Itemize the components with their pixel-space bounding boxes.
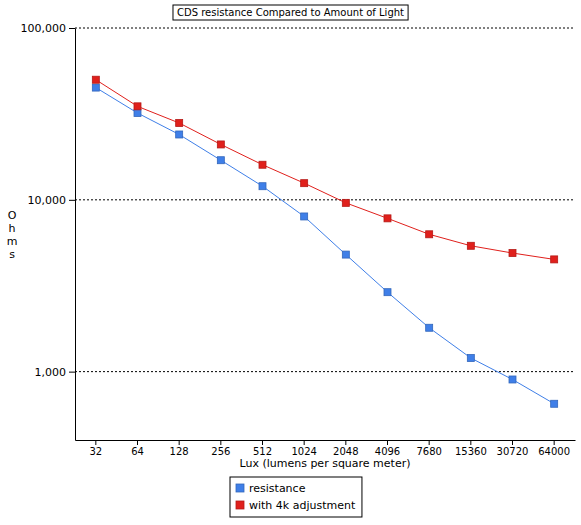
series-marker: [176, 131, 183, 138]
series-marker: [134, 103, 141, 110]
grid-line: [75, 28, 575, 29]
legend-label: with 4k adjustment: [249, 499, 356, 512]
x-tick-mark: [345, 440, 346, 445]
y-tick-mark: [69, 200, 75, 201]
legend-item: with 4k adjustment: [236, 499, 356, 512]
x-tick-mark: [304, 440, 305, 445]
x-tick: 64: [131, 440, 144, 457]
series-marker: [467, 242, 474, 249]
x-tick: 32: [89, 440, 102, 457]
y-tick: 10,000: [28, 194, 76, 207]
y-tick-label: 1,000: [35, 366, 67, 379]
y-tick: 100,000: [21, 22, 76, 35]
x-tick-mark: [554, 440, 555, 445]
x-tick-label: 15360: [455, 446, 487, 457]
x-tick-label: 64: [131, 446, 144, 457]
x-tick: 4096: [375, 440, 400, 457]
series-marker: [551, 400, 558, 407]
x-tick: 2048: [333, 440, 358, 457]
chart: CDS resistance Compared to Amount of Lig…: [0, 0, 581, 525]
grid-line: [75, 199, 575, 200]
series-marker: [301, 180, 308, 187]
title-frame: [173, 5, 408, 20]
x-tick: 64000: [538, 440, 570, 457]
x-axis: 32 64 128 256 512 1024 2048 4096 7680 15360 30720 6…: [76, 440, 576, 457]
y-axis-title: Ohms: [7, 209, 18, 261]
legend-swatch: [236, 484, 244, 492]
y-axis-title-letter: m: [7, 235, 18, 248]
x-tick: 1024: [291, 440, 316, 457]
legend-swatch: [236, 501, 244, 509]
series-marker: [509, 376, 516, 383]
x-tick-mark: [470, 440, 471, 445]
x-tick-mark: [512, 440, 513, 445]
x-axis-line: [76, 440, 576, 441]
x-tick-label: 1024: [291, 446, 316, 457]
x-tick-label: 64000: [538, 446, 570, 457]
y-tick: 1,000: [35, 366, 76, 379]
series-marker: [217, 157, 224, 164]
x-tick-mark: [95, 440, 96, 445]
series-marker: [176, 119, 183, 126]
legend: resistance with 4k adjustment: [230, 477, 362, 517]
series-marker: [92, 84, 99, 91]
series-marker: [509, 250, 516, 257]
title: CDS resistance Compared to Amount of Lig…: [177, 7, 404, 18]
series-marker: [426, 231, 433, 238]
x-tick-mark: [262, 440, 263, 445]
x-tick-label: 4096: [375, 446, 400, 457]
x-tick: 7680: [416, 440, 441, 457]
legend-item: resistance: [236, 482, 306, 495]
y-tick-mark: [69, 372, 75, 373]
x-tick-mark: [179, 440, 180, 445]
x-tick: 512: [253, 440, 272, 457]
series-marker: [467, 355, 474, 362]
series-marker: [384, 289, 391, 296]
x-tick-mark: [429, 440, 430, 445]
y-axis-title-letter: O: [8, 209, 17, 222]
x-tick-label: 32: [89, 446, 102, 457]
series-marker: [259, 183, 266, 190]
series-marker: [342, 251, 349, 258]
x-tick-mark: [387, 440, 388, 445]
x-tick-label: 512: [253, 446, 272, 457]
x-tick-label: 7680: [416, 446, 441, 457]
series-line: [96, 80, 554, 260]
y-axis-line: [75, 29, 76, 441]
series-marker: [384, 215, 391, 222]
x-tick-label: 2048: [333, 446, 358, 457]
x-tick-label: 256: [211, 446, 230, 457]
x-tick-mark: [220, 440, 221, 445]
legend-frame: [230, 477, 362, 517]
x-tick-mark: [137, 440, 138, 445]
title-box: CDS resistance Compared to Amount of Lig…: [173, 5, 408, 20]
x-tick-label: 128: [170, 446, 189, 457]
series-marker: [342, 199, 349, 206]
series-marker: [134, 110, 141, 117]
series-marker: [259, 161, 266, 168]
series-marker: [217, 141, 224, 148]
y-tick-label: 100,000: [21, 22, 67, 35]
grid-line: [75, 371, 575, 372]
series-line: [96, 88, 554, 404]
plot-area: [92, 76, 557, 407]
x-axis-title: Lux (lumens per square meter): [239, 457, 410, 470]
series-marker: [551, 256, 558, 263]
x-tick-label: 30720: [497, 446, 529, 457]
series-marker: [92, 76, 99, 83]
x-tick: 256: [211, 440, 230, 457]
x-tick: 128: [170, 440, 189, 457]
y-tick-mark: [69, 28, 75, 29]
x-tick: 30720: [497, 440, 529, 457]
series-marker: [426, 324, 433, 331]
y-tick-label: 10,000: [28, 194, 67, 207]
y-axis-title-letter: s: [9, 248, 15, 261]
grid: [75, 28, 575, 372]
series-marker: [301, 213, 308, 220]
legend-label: resistance: [249, 482, 306, 495]
y-axis-title-letter: h: [9, 222, 16, 235]
x-tick: 15360: [455, 440, 487, 457]
y-axis: 1,000 10,000 100,000: [21, 22, 76, 440]
